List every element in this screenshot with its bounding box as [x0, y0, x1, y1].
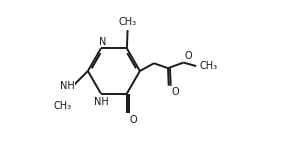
Text: CH₃: CH₃	[200, 61, 218, 71]
Text: N: N	[99, 37, 107, 47]
Text: CH₃: CH₃	[118, 17, 137, 27]
Text: O: O	[184, 51, 192, 61]
Text: NH: NH	[60, 81, 75, 91]
Text: O: O	[130, 115, 137, 125]
Text: NH: NH	[94, 97, 109, 107]
Text: O: O	[171, 87, 179, 97]
Text: CH₃: CH₃	[53, 101, 72, 110]
